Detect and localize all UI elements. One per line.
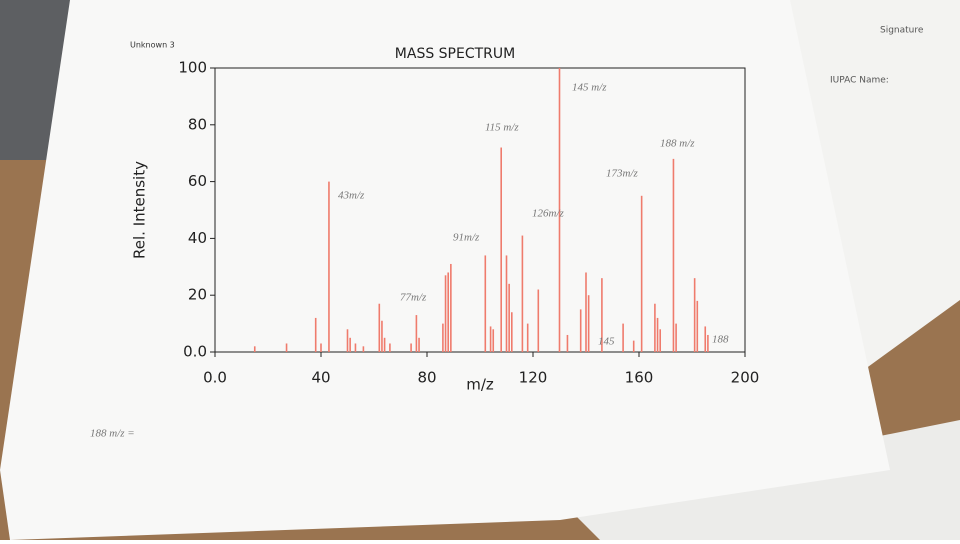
handwritten-note: 188 m/z = (90, 428, 135, 440)
peak (489, 326, 492, 352)
peak (601, 278, 603, 352)
peak (253, 346, 256, 352)
peak (328, 181, 330, 352)
peak (654, 303, 656, 352)
handwritten-note: 173m/z (606, 168, 639, 180)
peak (696, 300, 699, 352)
peak (447, 272, 449, 352)
peak (672, 158, 675, 352)
handwritten-note: 145 (598, 336, 615, 348)
peak (558, 68, 561, 352)
handwritten-note: 188 m/z (660, 138, 695, 150)
peak (410, 343, 412, 352)
side-label: Signature (880, 26, 924, 36)
peak (500, 147, 502, 352)
x-tick-label: 120 (519, 369, 548, 387)
x-tick-label: 0.0 (203, 369, 227, 387)
side-label: IUPAC Name: (830, 76, 889, 86)
handwritten-note: 126m/z (532, 208, 565, 220)
peak (505, 255, 508, 352)
peak (508, 283, 510, 352)
peak (492, 329, 495, 352)
peak (537, 289, 540, 352)
peak (484, 255, 487, 352)
peak (622, 323, 624, 352)
peak (693, 278, 696, 352)
header: Unknown 3 (130, 41, 175, 50)
peak (362, 346, 365, 352)
y-tick-label: 0.0 (183, 343, 207, 361)
peak (656, 317, 659, 352)
peak (585, 272, 587, 352)
y-tick-label: 20 (188, 286, 207, 304)
peak (659, 329, 661, 352)
handwritten-note: 91m/z (453, 232, 480, 244)
handwritten-note: 43m/z (338, 190, 365, 202)
peak (314, 317, 317, 352)
handwritten-note: 188 (712, 334, 729, 346)
handwritten-note: 77m/z (400, 292, 427, 304)
chart-title: MASS SPECTRUM (395, 46, 515, 62)
peak (354, 343, 357, 352)
peak (450, 263, 452, 352)
handwritten-note: 115 m/z (485, 122, 519, 134)
y-tick-label: 40 (188, 229, 207, 247)
peak (640, 195, 643, 352)
peak (566, 334, 569, 352)
y-tick-label: 60 (188, 172, 207, 190)
peak (320, 343, 322, 352)
y-tick-label: 80 (188, 115, 207, 133)
x-tick-label: 40 (311, 369, 330, 387)
peak (415, 315, 418, 352)
peak (526, 323, 529, 352)
peak (521, 235, 524, 352)
peak (579, 309, 582, 352)
peak (707, 334, 709, 352)
peak (389, 343, 391, 352)
peak (444, 275, 447, 352)
plot-frame (214, 67, 746, 353)
peak (285, 343, 288, 352)
peak (442, 323, 444, 352)
peak (349, 337, 351, 352)
x-tick-label: 80 (417, 369, 436, 387)
peak (587, 295, 590, 352)
y-axis-label: Rel. Intensity (131, 161, 149, 259)
paper (0, 0, 890, 540)
peak (346, 329, 349, 352)
peak (511, 312, 513, 352)
peak (378, 303, 381, 352)
peak (381, 320, 383, 352)
x-tick-label: 160 (625, 369, 654, 387)
peak (383, 337, 386, 352)
x-tick-label: 200 (731, 369, 760, 387)
peak (675, 323, 677, 352)
peak (418, 337, 420, 352)
x-axis-label: m/z (466, 376, 494, 394)
peak (632, 340, 635, 352)
handwritten-note: 145 m/z (572, 82, 607, 94)
peak (704, 326, 707, 352)
y-tick-label: 100 (178, 59, 207, 77)
